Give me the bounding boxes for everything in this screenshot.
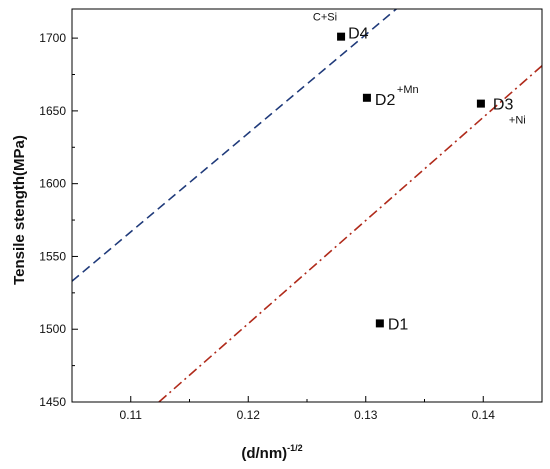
- point-d4: [337, 32, 346, 41]
- y-tick-label: 1500: [39, 322, 66, 336]
- y-tick-label: 1600: [39, 177, 66, 191]
- point-annotation-d3: +Ni: [509, 115, 526, 127]
- trend-lines: [72, 9, 542, 402]
- x-tick-label: 0.14: [472, 408, 496, 422]
- point-label-d1: D1: [388, 316, 409, 333]
- x-tick-label: 0.13: [354, 408, 378, 422]
- point-label-d2: D2: [375, 92, 396, 109]
- point-d3: [476, 99, 485, 108]
- y-tick-label: 1550: [39, 249, 66, 263]
- x-axis-title: (d/nm)-1/2: [241, 443, 302, 462]
- y-tick-label: 1450: [39, 395, 66, 409]
- point-d2: [362, 93, 371, 102]
- point-label-d4: D4: [348, 26, 369, 43]
- point-annotation-d4: C+Si: [313, 12, 337, 24]
- x-tick-label: 0.12: [237, 408, 261, 422]
- y-axis-title: Tensile stength(MPa): [11, 135, 28, 285]
- data-points: D1 D2+Mn D3+Ni D4 C+Si: [313, 12, 526, 334]
- trend-line-2: [158, 65, 542, 402]
- point-d1: [375, 319, 384, 328]
- point-label-d3: D3: [493, 97, 514, 114]
- axis-ticks: 0.11 0.12 0.13 0.14 1450 1500 1550 1600 1650 1700: [39, 31, 495, 422]
- x-axis-title-main: (d/nm): [241, 445, 287, 462]
- y-tick-label: 1700: [39, 31, 66, 45]
- x-axis-title-superscript: -1/2: [287, 443, 303, 453]
- plot-frame: [71, 8, 543, 403]
- x-tick-label: 0.11: [120, 408, 143, 422]
- y-tick-label: 1650: [39, 104, 66, 118]
- trend-line-1: [72, 9, 397, 282]
- point-annotation-d2: +Mn: [397, 84, 419, 96]
